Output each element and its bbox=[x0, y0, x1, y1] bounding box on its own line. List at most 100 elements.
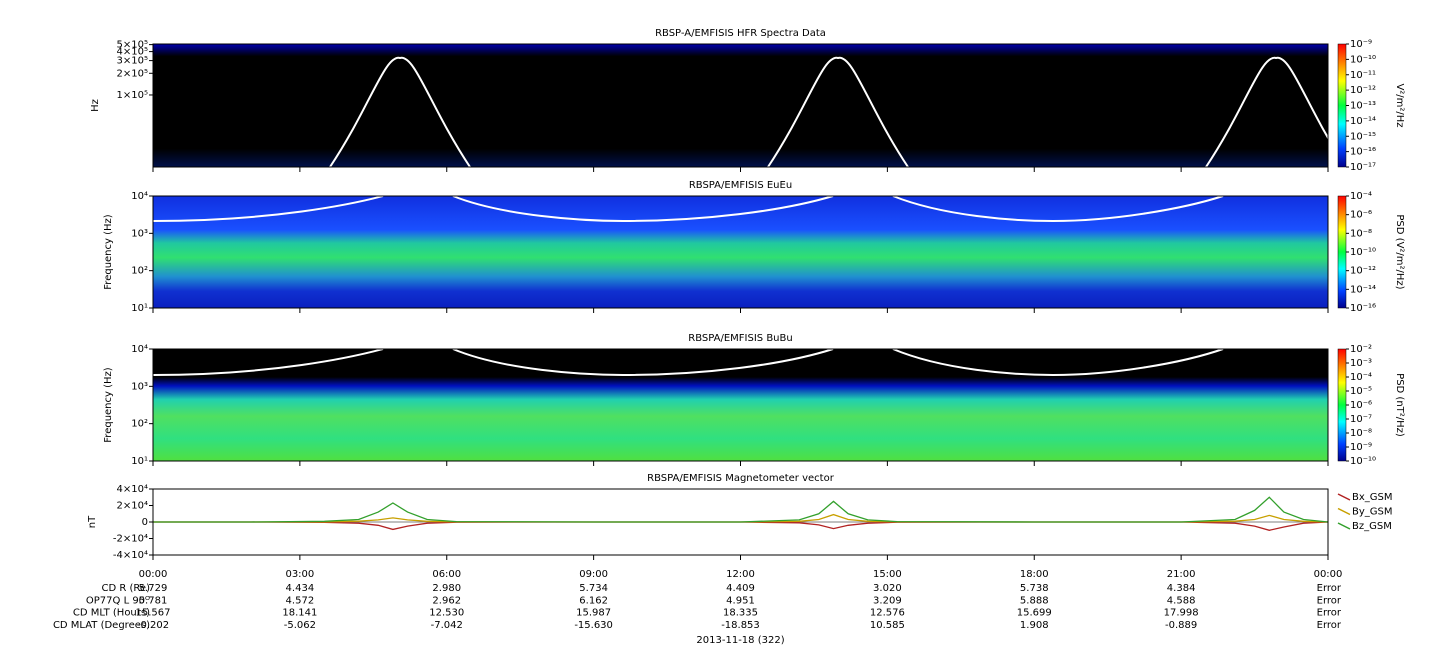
date-label: 2013-11-18 (322) bbox=[696, 635, 784, 646]
colorbar-tick-label: 10⁻⁶ bbox=[1350, 400, 1372, 411]
colorbar-tick-label: 10⁻¹⁰ bbox=[1350, 456, 1376, 467]
ephemeris-label: CD MLT (Hours) bbox=[73, 608, 150, 619]
data-line bbox=[153, 521, 1329, 531]
colorbar-tick-label: 10⁻⁸ bbox=[1350, 228, 1372, 239]
ephemeris-value: 12.530 bbox=[429, 608, 464, 619]
ephemeris-value: 12.576 bbox=[870, 608, 905, 619]
spectrogram-image bbox=[153, 44, 1328, 167]
ephemeris-value: 2.980 bbox=[432, 583, 461, 594]
ephemeris-label: OP77Q L 90ᴼ bbox=[86, 595, 150, 606]
colorbar bbox=[1337, 43, 1347, 168]
y-tick-label: 10² bbox=[131, 266, 148, 277]
colorbar-tick-label: 10⁻¹⁷ bbox=[1350, 162, 1376, 173]
colorbar-tick-label: 10⁻⁸ bbox=[1350, 428, 1372, 439]
x-tick-label: 18:00 bbox=[1020, 569, 1049, 580]
cutoff-curve bbox=[329, 56, 471, 168]
y-tick-label: 3×10⁵ bbox=[117, 56, 148, 67]
colorbar-tick-label: 10⁻¹³ bbox=[1350, 101, 1376, 112]
cutoff-curve bbox=[1205, 56, 1347, 168]
colorbar-tick-label: 10⁻⁶ bbox=[1350, 210, 1372, 221]
x-tick-label: 03:00 bbox=[285, 569, 314, 580]
cyclotron-curve bbox=[152, 195, 1224, 223]
colorbar bbox=[1337, 195, 1347, 309]
colorbar-tick-label: 10⁻¹⁶ bbox=[1350, 147, 1376, 158]
x-tick-label: 09:00 bbox=[579, 569, 608, 580]
ephemeris-value: 4.588 bbox=[1167, 595, 1196, 606]
y-tick-label: 4×10⁴ bbox=[117, 484, 148, 495]
y-axis-label: Frequency (Hz) bbox=[103, 214, 114, 290]
ephemeris-value: 1.908 bbox=[1020, 620, 1049, 631]
y-tick-label: -4×10⁴ bbox=[113, 550, 148, 561]
colorbar-tick-label: 10⁻¹⁴ bbox=[1350, 116, 1376, 127]
y-tick-label: 5×10⁵ bbox=[117, 40, 148, 51]
cyclotron-curve bbox=[152, 348, 1224, 377]
ephemeris-label: CD R (Re) bbox=[102, 583, 151, 594]
y-tick-label: 10¹ bbox=[131, 303, 148, 314]
colorbar-tick-label: 10⁻⁹ bbox=[1350, 442, 1372, 453]
ephemeris-value: 3.020 bbox=[873, 583, 902, 594]
colorbar-tick-label: 10⁻³ bbox=[1350, 358, 1372, 369]
legend-label: Bx_GSM bbox=[1352, 492, 1393, 503]
colorbar-tick-label: 10⁻² bbox=[1350, 344, 1372, 355]
colorbar-tick-label: 10⁻⁴ bbox=[1350, 372, 1372, 383]
data-line bbox=[153, 513, 1329, 523]
colorbar-tick-label: 10⁻¹⁴ bbox=[1350, 284, 1376, 295]
ephemeris-value: 5.781 bbox=[139, 595, 168, 606]
ephemeris-label: CD MLAT (Degrees) bbox=[53, 620, 150, 631]
y-tick-label: 10¹ bbox=[131, 456, 148, 467]
ephemeris-value: 18.335 bbox=[723, 608, 758, 619]
ephemeris-value: 5.738 bbox=[1020, 583, 1049, 594]
y-tick-label: 10⁴ bbox=[131, 191, 148, 202]
legend-swatch bbox=[1337, 493, 1351, 501]
y-tick-label: 10³ bbox=[131, 381, 148, 392]
x-tick-label: 00:00 bbox=[1314, 569, 1343, 580]
y-axis-label: Frequency (Hz) bbox=[103, 367, 114, 443]
y-axis-label: nT bbox=[87, 515, 98, 528]
colorbar-tick-label: 10⁻¹⁰ bbox=[1350, 54, 1376, 65]
panel-title: RBSPA/EMFISIS EuEu bbox=[689, 180, 792, 191]
ephemeris-value: 2.962 bbox=[432, 595, 461, 606]
spectrogram-decoration bbox=[152, 44, 1347, 461]
colorbar-tick-label: 10⁻⁷ bbox=[1350, 414, 1372, 425]
colorbar-tick-label: 10⁻¹² bbox=[1350, 266, 1376, 277]
y-tick-label: 2×10⁴ bbox=[117, 501, 148, 512]
ephemeris-value: 10.585 bbox=[870, 620, 905, 631]
ephemeris-value: 4.572 bbox=[286, 595, 315, 606]
y-tick-label: 4×10⁵ bbox=[117, 47, 148, 58]
colorbar-label: PSD (nT²/Hz) bbox=[1394, 373, 1405, 437]
x-tick-label: 12:00 bbox=[726, 569, 755, 580]
colorbar-tick-label: 10⁻⁴ bbox=[1350, 191, 1372, 202]
ephemeris-value: Error bbox=[1317, 595, 1342, 606]
ephemeris-value: 17.998 bbox=[1164, 608, 1199, 619]
ephemeris-value: 6.162 bbox=[579, 595, 608, 606]
ephemeris-value: 5.729 bbox=[139, 583, 168, 594]
y-tick-label: 2×10⁵ bbox=[117, 68, 148, 79]
ephemeris-value: -15.630 bbox=[574, 620, 613, 631]
y-axis-label: Hz bbox=[90, 99, 101, 112]
ephemeris-value: 15.699 bbox=[1017, 608, 1052, 619]
ephemeris-value: -5.062 bbox=[284, 620, 316, 631]
y-tick-label: 1×10⁵ bbox=[117, 90, 148, 101]
ephemeris-value: 4.409 bbox=[726, 583, 755, 594]
colorbar-tick-label: 10⁻¹⁶ bbox=[1350, 303, 1376, 314]
ephemeris-value: 4.384 bbox=[1167, 583, 1196, 594]
x-tick-label: 06:00 bbox=[432, 569, 461, 580]
legend-label: Bz_GSM bbox=[1352, 521, 1392, 532]
y-tick-label: 10² bbox=[131, 419, 148, 430]
y-tick-label: -2×10⁴ bbox=[113, 534, 148, 545]
x-tick-label: 21:00 bbox=[1167, 569, 1196, 580]
colorbar bbox=[1337, 348, 1347, 462]
colorbar-tick-label: 10⁻¹¹ bbox=[1350, 70, 1376, 81]
ephemeris-value: 15.567 bbox=[136, 608, 171, 619]
colorbar-label: V²/m²/Hz bbox=[1394, 83, 1405, 127]
ephemeris-value: -0.202 bbox=[137, 620, 169, 631]
ephemeris-value: 5.734 bbox=[579, 583, 608, 594]
colorbar-tick-label: 10⁻¹² bbox=[1350, 85, 1376, 96]
ephemeris-value: 4.951 bbox=[726, 595, 755, 606]
colorbar-tick-label: 10⁻⁹ bbox=[1350, 39, 1372, 50]
colorbar-tick-label: 10⁻¹⁵ bbox=[1350, 131, 1376, 142]
legend-label: By_GSM bbox=[1352, 507, 1393, 518]
cutoff-curve bbox=[767, 56, 909, 168]
y-tick-label: 10³ bbox=[131, 228, 148, 239]
